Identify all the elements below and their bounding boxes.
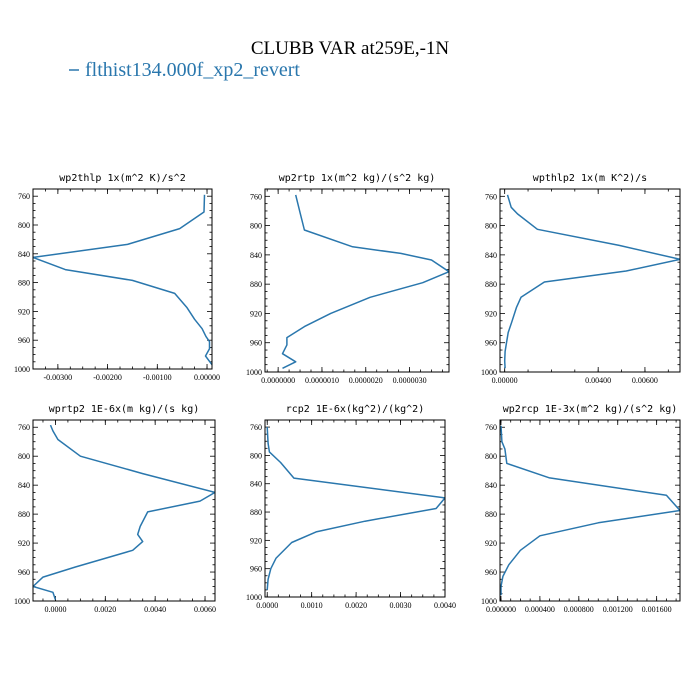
y-tick-label: 760 (18, 423, 30, 432)
x-tick-label: 0.0000020 (349, 376, 383, 385)
y-tick-label: 840 (485, 251, 497, 260)
panel-4: wprtp2 1E-6x(m kg)/(s kg) 760 800 840 880 920… (14, 404, 216, 614)
y-tick-label: 960 (250, 565, 262, 574)
panel-frame (32, 188, 213, 370)
y-tick-label: 960 (18, 336, 30, 345)
y-tick-label: 800 (250, 451, 262, 460)
y-tick-label: 920 (250, 536, 262, 545)
x-tick-label: 0.00000 (194, 373, 220, 382)
y-tick-label: 920 (485, 539, 497, 548)
y-tick-label: 880 (485, 510, 497, 519)
x-tick-label: 0.0020 (345, 601, 367, 610)
y-tick-label: 880 (18, 279, 30, 288)
y-tick-label: 760 (250, 192, 262, 201)
x-tick-label: 0.001200 (603, 605, 633, 614)
panel-frame (32, 419, 216, 602)
panel-title: wpthlp2 1x(m K^2)/s (533, 173, 647, 184)
panel-title: wp2thlp 1x(m^2 K)/s^2 (59, 173, 185, 184)
panel-title: rcp2 1E-6x(kg^2)/(kg^2) (286, 404, 424, 415)
x-tick-label: 0.0060 (194, 605, 216, 614)
x-tick-label: 0.0040 (144, 605, 166, 614)
y-tick-label: 800 (485, 452, 497, 461)
y-tick-label: 880 (250, 280, 262, 289)
y-tick-label: 1000 (14, 597, 30, 606)
panel-frame (264, 419, 446, 598)
x-tick-label: -0.00300 (44, 373, 73, 382)
panel-frame (499, 419, 681, 602)
x-tick-label: 0.0040 (434, 601, 456, 610)
panel-3: wpthlp2 1x(m K^2)/s 760 800 840 880 920 960 100… (481, 173, 681, 385)
y-tick-label: 840 (18, 481, 30, 490)
panel-6: wp2rcp 1E-3x(m^2 kg)/(s^2 kg) 760 800 840 88… (481, 404, 681, 614)
series-line (500, 425, 680, 596)
y-tick-label: 1000 (14, 365, 30, 374)
x-tick-label: 0.000800 (564, 605, 594, 614)
y-tick-label: 1000 (246, 368, 262, 377)
y-tick-label: 960 (485, 339, 497, 348)
y-tick-label: 840 (485, 481, 497, 490)
y-tick-label: 880 (250, 508, 262, 517)
y-tick-label: 1000 (246, 593, 262, 602)
panels: wp2thlp 1x(m^2 K)/s^2 760 800 840 880 920 960 1… (14, 173, 681, 614)
y-tick-label: 800 (485, 222, 497, 231)
series-line (503, 194, 680, 369)
panel-title: wp2rcp 1E-3x(m^2 kg)/(s^2 kg) (503, 404, 678, 415)
x-tick-label: 0.00000 (492, 376, 518, 385)
panel-frame (264, 188, 450, 373)
y-tick-label: 760 (485, 192, 497, 201)
x-tick-label: -0.00200 (93, 373, 122, 382)
x-tick-label: 0.001600 (642, 605, 672, 614)
y-tick-label: 920 (250, 309, 262, 318)
x-tick-label: 0.0000000 (261, 376, 295, 385)
x-tick-label: 0.00600 (632, 376, 658, 385)
x-tick-label: -0.00100 (143, 373, 172, 382)
y-tick-label: 880 (485, 280, 497, 289)
series-line (281, 194, 449, 369)
panel-2: wp2rtp 1x(m^2 kg)/(s^2 kg) 760 800 840 880 92… (246, 173, 450, 385)
x-tick-label: 0.000400 (525, 605, 555, 614)
y-tick-label: 920 (18, 307, 30, 316)
series-line (33, 424, 215, 600)
series-line (33, 194, 212, 366)
x-tick-label: 0.0010 (301, 601, 323, 610)
legend-label: flthist134.000f_xp2_revert (85, 59, 300, 81)
y-tick-label: 960 (250, 339, 262, 348)
y-tick-label: 960 (485, 568, 497, 577)
panel-title: wp2rtp 1x(m^2 kg)/(s^2 kg) (279, 173, 436, 184)
x-tick-label: 0.000000 (486, 605, 516, 614)
panel-1: wp2thlp 1x(m^2 K)/s^2 760 800 840 880 920 960 1… (14, 173, 220, 382)
y-tick-label: 920 (485, 309, 497, 318)
x-tick-label: 0.0030 (390, 601, 412, 610)
y-tick-label: 1000 (481, 368, 497, 377)
y-tick-label: 960 (18, 568, 30, 577)
x-tick-label: 0.0000 (256, 601, 278, 610)
panel-title: wprtp2 1E-6x(m kg)/(s kg) (49, 404, 200, 415)
panel-5: rcp2 1E-6x(kg^2)/(kg^2) 760 800 840 880 920 96… (246, 404, 456, 610)
series-line (266, 427, 445, 590)
y-tick-label: 760 (250, 423, 262, 432)
y-tick-label: 800 (18, 221, 30, 230)
y-tick-label: 1000 (481, 597, 497, 606)
y-tick-label: 840 (250, 251, 262, 260)
x-tick-label: 0.0000030 (393, 376, 427, 385)
x-tick-label: 0.00400 (585, 376, 611, 385)
y-tick-label: 920 (18, 539, 30, 548)
y-tick-label: 880 (18, 510, 30, 519)
figure-title: CLUBB VAR at259E,-1N (251, 38, 450, 59)
y-tick-label: 760 (485, 423, 497, 432)
x-tick-label: 0.0020 (94, 605, 116, 614)
panel-frame (499, 188, 681, 373)
x-tick-label: 0.0000010 (305, 376, 339, 385)
y-tick-label: 800 (18, 452, 30, 461)
y-tick-label: 840 (250, 480, 262, 489)
x-tick-label: 0.0000 (44, 605, 66, 614)
y-tick-label: 840 (18, 250, 30, 259)
y-tick-label: 800 (250, 222, 262, 231)
y-tick-label: 760 (18, 192, 30, 201)
